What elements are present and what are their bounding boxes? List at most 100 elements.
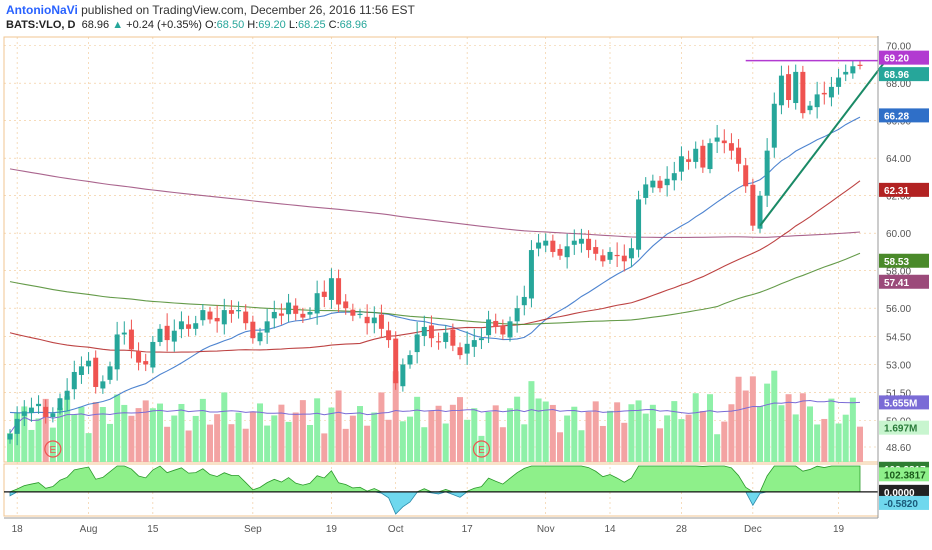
candle[interactable] bbox=[78, 356, 84, 384]
candle[interactable] bbox=[443, 325, 449, 349]
candle[interactable] bbox=[457, 342, 463, 360]
candle[interactable] bbox=[578, 228, 584, 253]
candle[interactable] bbox=[136, 342, 142, 371]
candle[interactable] bbox=[14, 406, 20, 446]
candle[interactable] bbox=[528, 240, 534, 308]
candle[interactable] bbox=[128, 319, 134, 359]
candle[interactable] bbox=[536, 233, 542, 257]
candle[interactable] bbox=[200, 304, 206, 326]
candle[interactable] bbox=[636, 190, 642, 258]
candle[interactable] bbox=[350, 303, 356, 322]
candle[interactable] bbox=[7, 429, 13, 444]
candle[interactable] bbox=[614, 242, 620, 267]
candle[interactable] bbox=[828, 76, 834, 107]
ma-price-tag[interactable]: 62.31 bbox=[879, 182, 929, 197]
candle[interactable] bbox=[286, 293, 292, 322]
candle[interactable] bbox=[243, 304, 249, 330]
candle[interactable] bbox=[228, 300, 234, 323]
candles[interactable] bbox=[7, 60, 863, 446]
earnings-marker[interactable]: E bbox=[472, 440, 491, 458]
candle[interactable] bbox=[43, 399, 49, 424]
candle[interactable] bbox=[671, 161, 677, 191]
candle[interactable] bbox=[71, 360, 77, 400]
time-axis[interactable]: 18 Aug 15 Sep 19 Oct 17 Nov 14 28 Dec 19 bbox=[4, 517, 878, 535]
ma-price-tag[interactable]: 66.28 bbox=[879, 108, 929, 123]
candle[interactable] bbox=[707, 138, 713, 174]
candle[interactable] bbox=[757, 190, 763, 233]
candle[interactable] bbox=[50, 407, 56, 423]
candle[interactable] bbox=[364, 304, 370, 335]
candle[interactable] bbox=[743, 157, 749, 193]
candle[interactable] bbox=[300, 307, 306, 323]
candle[interactable] bbox=[678, 146, 684, 181]
candle[interactable] bbox=[621, 244, 627, 272]
candle[interactable] bbox=[307, 307, 313, 319]
resistance-price-tag[interactable]: 69.20 bbox=[879, 50, 929, 65]
candle[interactable] bbox=[357, 309, 363, 319]
candle[interactable] bbox=[721, 129, 727, 154]
candle[interactable] bbox=[514, 295, 520, 333]
candle[interactable] bbox=[236, 301, 242, 319]
candle[interactable] bbox=[271, 300, 277, 329]
candle[interactable] bbox=[343, 294, 349, 315]
candle[interactable] bbox=[257, 327, 263, 346]
candle[interactable] bbox=[250, 315, 256, 344]
candle[interactable] bbox=[793, 64, 799, 110]
candle[interactable] bbox=[93, 350, 99, 394]
candle[interactable] bbox=[778, 65, 784, 115]
candle[interactable] bbox=[471, 328, 477, 357]
candle[interactable] bbox=[478, 328, 484, 350]
candle[interactable] bbox=[843, 64, 849, 82]
candle[interactable] bbox=[507, 316, 513, 342]
candle[interactable] bbox=[121, 321, 127, 345]
candle[interactable] bbox=[500, 319, 506, 340]
candle[interactable] bbox=[86, 352, 92, 375]
candle[interactable] bbox=[693, 141, 699, 169]
candle[interactable] bbox=[700, 139, 706, 173]
candle[interactable] bbox=[493, 313, 499, 334]
candle[interactable] bbox=[400, 358, 406, 392]
candle[interactable] bbox=[857, 60, 863, 70]
candle[interactable] bbox=[571, 229, 577, 255]
candle[interactable] bbox=[171, 319, 177, 352]
candle[interactable] bbox=[293, 298, 299, 321]
candle[interactable] bbox=[807, 100, 813, 115]
trend-line[interactable] bbox=[759, 56, 890, 227]
candle[interactable] bbox=[371, 306, 377, 334]
candle[interactable] bbox=[21, 400, 27, 426]
candle[interactable] bbox=[393, 331, 399, 390]
candle[interactable] bbox=[107, 361, 113, 385]
candle[interactable] bbox=[836, 68, 842, 95]
candle[interactable] bbox=[421, 315, 427, 347]
candle[interactable] bbox=[564, 233, 570, 269]
indicator-upper2-tag[interactable]: 102.3817 bbox=[879, 467, 929, 482]
candle[interactable] bbox=[414, 321, 420, 364]
symbol-label[interactable]: BATS:VLO, D bbox=[6, 19, 76, 31]
author-link[interactable]: AntonioNaVi bbox=[6, 3, 78, 17]
candle[interactable] bbox=[221, 298, 227, 335]
candle[interactable] bbox=[550, 234, 556, 258]
candle[interactable] bbox=[686, 150, 692, 170]
candle[interactable] bbox=[314, 280, 320, 325]
candle[interactable] bbox=[657, 175, 663, 193]
last-price-tag[interactable]: 68.96 bbox=[879, 67, 929, 82]
candle[interactable] bbox=[321, 280, 327, 308]
candle[interactable] bbox=[750, 178, 756, 232]
candle[interactable] bbox=[714, 124, 720, 153]
candle[interactable] bbox=[436, 332, 442, 350]
candle[interactable] bbox=[486, 310, 492, 343]
earnings-marker[interactable]: E bbox=[44, 440, 62, 458]
candle[interactable] bbox=[64, 378, 70, 412]
candle[interactable] bbox=[36, 395, 42, 414]
ma-price-tag[interactable]: 58.53 bbox=[879, 253, 929, 268]
candle[interactable] bbox=[143, 353, 149, 372]
candle[interactable] bbox=[193, 315, 199, 336]
candle[interactable] bbox=[214, 305, 220, 333]
candle[interactable] bbox=[278, 303, 284, 325]
candle[interactable] bbox=[850, 60, 856, 79]
candle[interactable] bbox=[736, 139, 742, 172]
candle[interactable] bbox=[464, 331, 470, 365]
candle[interactable] bbox=[643, 177, 649, 205]
price-chart[interactable]: EE 48.6050.0051.5053.0054.5056.0058.0060… bbox=[0, 36, 932, 550]
candle[interactable] bbox=[586, 230, 592, 258]
